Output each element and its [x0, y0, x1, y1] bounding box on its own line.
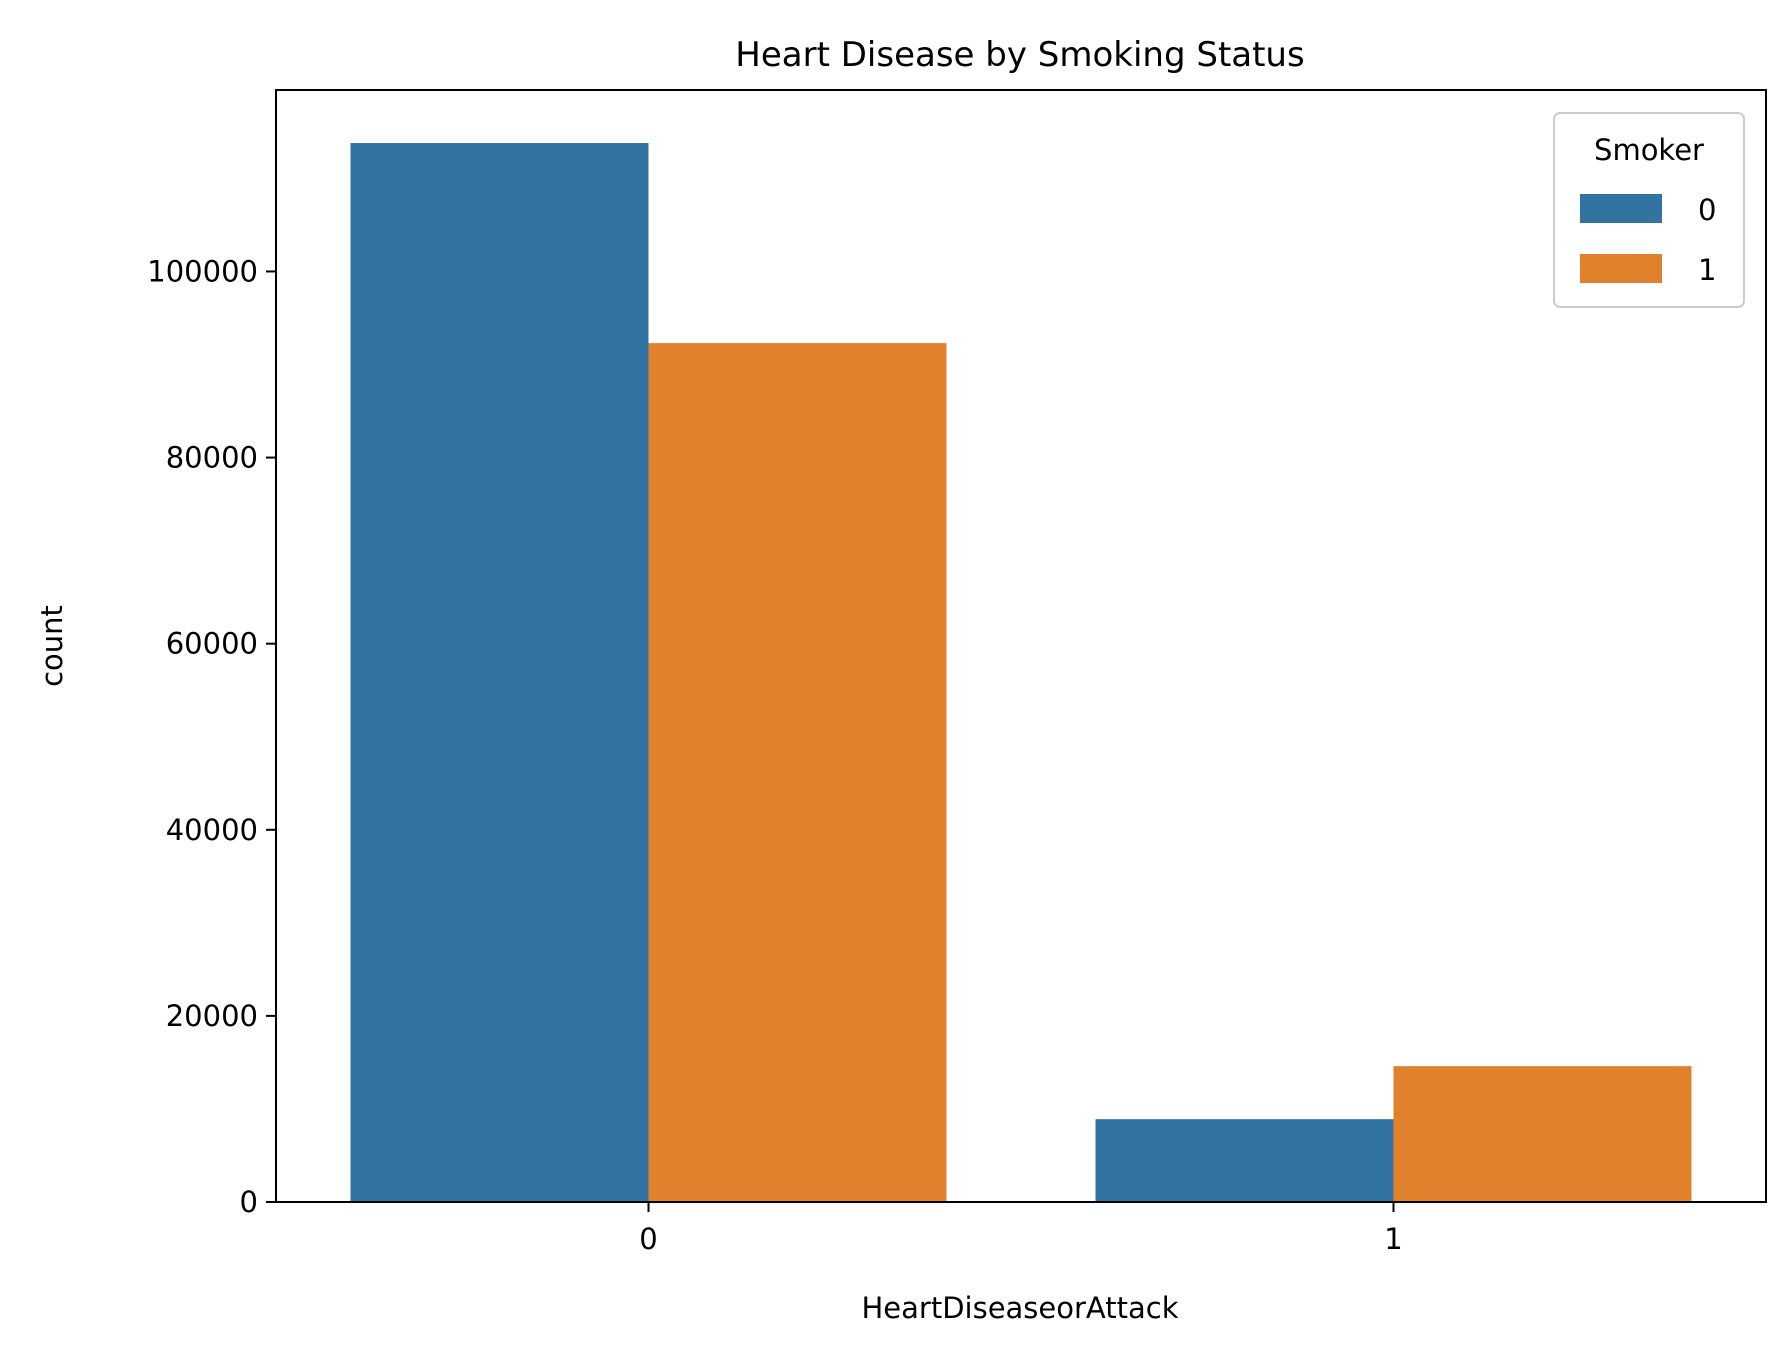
y-tick-label: 0	[240, 1185, 258, 1219]
legend: Smoker 01	[1553, 112, 1745, 308]
bars-layer	[350, 143, 1692, 1203]
y-axis-label: count	[35, 605, 69, 687]
legend-swatch-1	[1580, 254, 1662, 283]
legend-label-0: 0	[1698, 193, 1716, 227]
bar-smoker-0-category-1	[1095, 1119, 1394, 1202]
x-axis-label: HeartDiseaseorAttack	[861, 1291, 1178, 1325]
x-tick-label: 0	[639, 1222, 657, 1256]
bar-smoker-1-category-0	[648, 343, 947, 1203]
bar-smoker-1-category-1	[1393, 1066, 1692, 1202]
plot-area-frame	[275, 89, 1767, 1203]
legend-label-1: 1	[1698, 253, 1716, 287]
legend-entries: 01	[1580, 193, 1716, 287]
y-tick-label: 20000	[166, 999, 258, 1033]
x-tick-label: 1	[1384, 1222, 1402, 1256]
y-tick-label: 40000	[166, 813, 258, 847]
bar-smoker-0-category-0	[350, 143, 649, 1202]
y-tick-label: 60000	[166, 627, 258, 661]
y-axis: 0 20000 40000 60000 80000 100000	[147, 254, 276, 1219]
chart-title: Heart Disease by Smoking Status	[735, 35, 1304, 75]
legend-title: Smoker	[1594, 133, 1704, 167]
legend-swatch-0	[1580, 194, 1662, 223]
y-tick-label: 80000	[166, 441, 258, 475]
y-tick-label: 100000	[147, 254, 258, 288]
